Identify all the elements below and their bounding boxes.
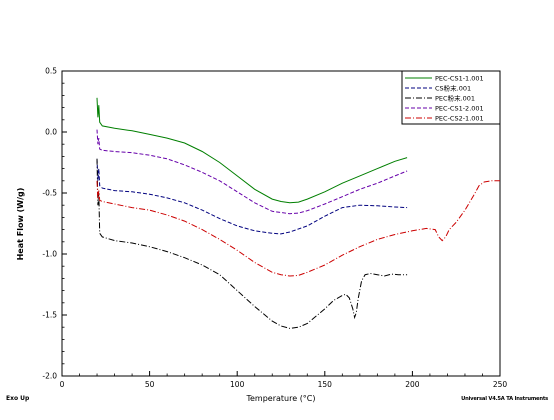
series-line-3 xyxy=(96,158,408,329)
legend-label: PEC-CS2-1.001 xyxy=(435,115,484,123)
legend-label: CS粉末.001 xyxy=(435,84,471,93)
exo-up-label: Exo Up xyxy=(6,395,30,402)
series-line-2 xyxy=(96,158,408,235)
y-tick-label: -0.5 xyxy=(42,189,57,198)
x-tick-label: 150 xyxy=(318,380,333,389)
instrument-credit: Universal V4.5A TA Instruments xyxy=(461,396,548,402)
x-tick-label: 200 xyxy=(405,380,420,389)
plot-frame xyxy=(61,70,501,377)
y-axis-label: Heat Flow (W/g) xyxy=(16,188,25,261)
y-tick-label: 0.0 xyxy=(45,128,57,137)
x-tick-label: 100 xyxy=(230,380,245,389)
x-axis-label: Temperature (°C) xyxy=(245,394,315,403)
x-axis-ticks: 0 50 100 150 200 250 xyxy=(60,371,508,389)
x-tick-label: 0 xyxy=(60,380,65,389)
legend-label: PEC-CS1-2.001 xyxy=(435,105,484,113)
y-tick-label: -1.0 xyxy=(42,250,57,259)
series-lines xyxy=(96,97,500,329)
series-line-5 xyxy=(96,180,500,277)
legend-label: PEC粉末.001 xyxy=(435,94,475,103)
x-tick-label: 250 xyxy=(493,380,508,389)
legend-label: PEC-CS1-1.001 xyxy=(435,75,484,83)
series-line-4 xyxy=(96,129,408,215)
y-axis-ticks: 0.5 0.0 -0.5 -1.0 -1.5 -2.0 xyxy=(42,67,67,381)
series-line-1 xyxy=(96,97,408,204)
x-tick-label: 50 xyxy=(145,380,155,389)
y-tick-label: -1.5 xyxy=(42,311,57,320)
y-tick-label: -2.0 xyxy=(42,372,57,381)
y-tick-label: 0.5 xyxy=(45,67,57,76)
